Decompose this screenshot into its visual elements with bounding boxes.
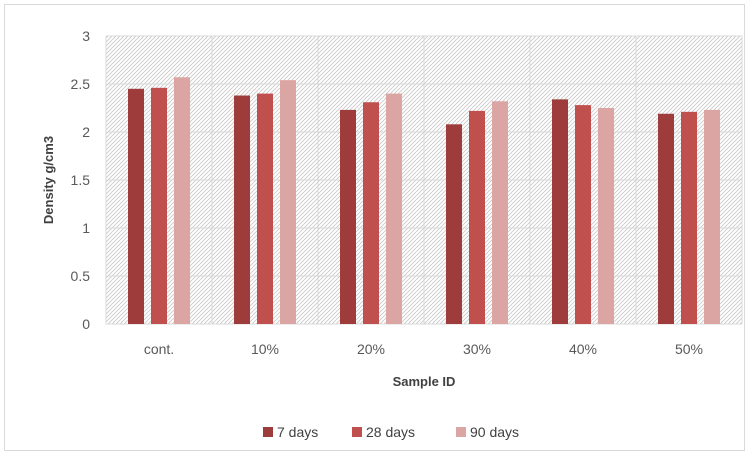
legend-label: 28 days: [366, 424, 415, 440]
bar: [492, 101, 508, 324]
x-tick-label: 40%: [569, 341, 597, 357]
x-axis-title: Sample ID: [393, 374, 456, 389]
x-tick-label: 50%: [675, 341, 703, 357]
legend-swatch: [456, 427, 466, 437]
bar: [575, 105, 591, 325]
bar: [446, 124, 462, 324]
legend: 7 days 28 days 90 days: [263, 424, 519, 440]
bar: [363, 102, 379, 325]
x-tick-label: 20%: [357, 341, 385, 357]
bar: [128, 88, 144, 324]
y-tick-label: 2: [82, 124, 90, 140]
x-tick-label: 10%: [251, 341, 279, 357]
bar: [658, 113, 674, 324]
legend-swatch: [352, 427, 362, 437]
bars: [128, 77, 720, 325]
x-tick-label: cont.: [144, 341, 174, 357]
legend-label: 90 days: [470, 424, 519, 440]
bar: [174, 77, 190, 324]
bar: [469, 110, 485, 324]
bar: [234, 95, 250, 325]
y-tick-label: 2.5: [71, 76, 91, 92]
y-tick-label: 1.5: [71, 172, 91, 188]
bar: [386, 93, 402, 324]
y-axis-ticks: 0 0.5 1 1.5 2 2.5 3: [71, 28, 91, 332]
gridlines: [105, 35, 743, 325]
bar: [340, 109, 356, 324]
legend-label: 7 days: [277, 424, 318, 440]
bar: [598, 108, 614, 324]
x-axis-ticks: cont. 10% 20% 30% 40% 50%: [144, 341, 703, 357]
bar: [151, 87, 167, 324]
x-tick-label: 30%: [463, 341, 491, 357]
bar: [280, 80, 296, 324]
bar: [552, 99, 568, 324]
y-axis-title: Density g/cm3: [41, 136, 56, 224]
bar: [257, 93, 273, 324]
y-tick-label: 1: [82, 220, 90, 236]
legend-swatch: [263, 427, 273, 437]
y-tick-label: 3: [82, 28, 90, 44]
y-tick-label: 0: [82, 316, 90, 332]
bar: [704, 109, 720, 324]
bar: [681, 111, 697, 324]
y-tick-label: 0.5: [71, 268, 91, 284]
